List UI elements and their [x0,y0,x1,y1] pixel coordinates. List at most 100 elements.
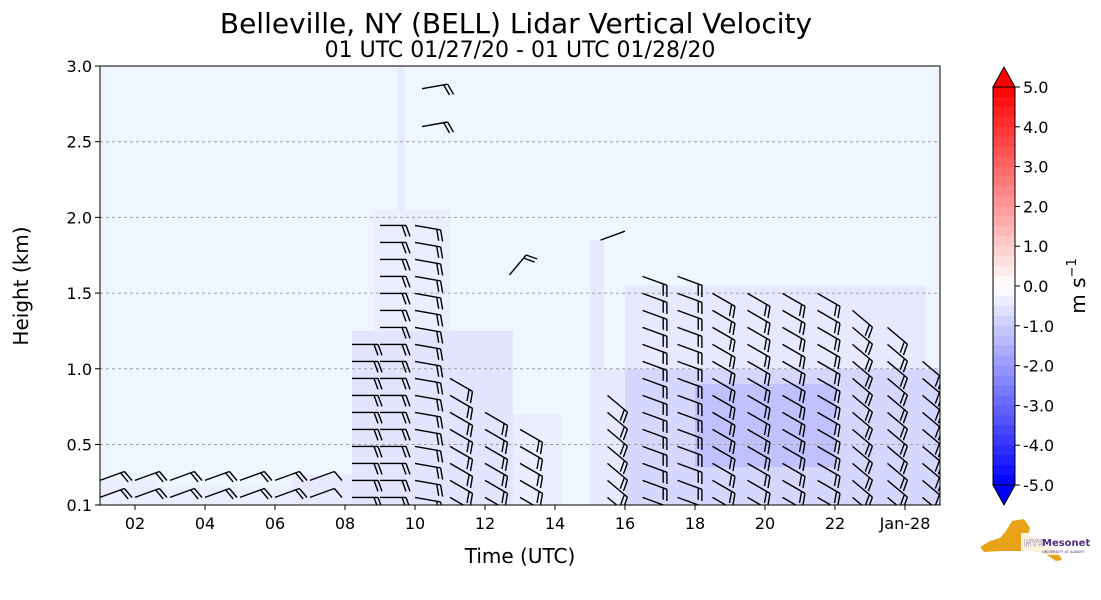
colorbar-label: m s−1 [1065,258,1090,313]
wind-barb [352,411,383,424]
wind-barb [449,496,465,505]
x-tick-label: 02 [125,514,145,533]
wind-barb [782,462,806,489]
wind-barb [887,445,909,475]
colorbar-segment [993,116,1015,128]
x-ticks: 02 04 06 08 10 12 14 16 18 20 22 Jan-28 [125,505,930,533]
colorbar-segment [993,166,1015,178]
wind-barb [782,496,798,505]
colorbar-segment [993,375,1015,387]
wind-barb [747,428,771,455]
colorbar-segment [993,206,1015,217]
wind-barb [100,470,133,483]
colorbar-segment [993,425,1015,436]
wind-barb [380,428,411,441]
wind-barb [274,470,308,483]
wind-barb [852,462,874,492]
colorbar-segment [993,405,1015,416]
colorbar-max-extension [992,65,1016,88]
wind-barb [677,411,703,433]
logo-text-background [1021,533,1079,555]
wind-barb [380,479,411,492]
colorbar-segment [993,415,1015,426]
wind-barb [852,479,874,505]
wind-barb [677,445,703,467]
wind-barb [380,496,410,505]
velocity-region [513,414,562,505]
wind-barb [852,411,874,441]
wind-barb [352,343,383,356]
wind-barb [642,309,668,331]
colorbar-segment [993,355,1015,367]
colorbar-segment [993,96,1015,108]
wind-barb [380,343,411,356]
colorbar-segment [993,236,1015,247]
wind-barb [204,470,238,483]
wind-barb [607,479,629,505]
wind-barb [782,360,806,387]
y-tick-label: 0.1 [67,496,92,515]
colorbar-label-exp: −1 [1065,258,1080,277]
wind-barb [352,445,383,458]
wind-barb [642,360,668,382]
wind-barb [449,445,474,472]
wind-barb [887,428,909,458]
y-tick-label: 1.0 [67,360,92,379]
wind-barb [782,394,806,421]
wind-barb [607,496,618,505]
wind-barb [747,445,771,472]
wind-barb [852,496,863,505]
wind-barb [519,496,535,505]
wind-barb [519,445,544,472]
wind-barb [414,394,444,412]
wind-barb [922,462,940,492]
colorbar-segment [993,315,1015,327]
wind-barb [642,377,668,399]
wind-barb [380,411,411,424]
colorbar-segment [993,106,1015,118]
velocity-region [625,285,926,369]
wind-barb [414,360,444,378]
wind-barb [747,326,771,353]
colorbar-segment [993,286,1015,297]
wind-barb [414,275,444,293]
wind-barb [380,258,411,271]
wind-barb [712,343,736,370]
wind-barb [484,496,500,505]
wind-barb [887,360,909,390]
wind-barb [380,224,411,237]
x-tick-label: 10 [405,514,425,533]
wind-barb [352,496,382,505]
wind-barb [922,360,940,390]
nys-mesonet-logo: NYS Mesonet UNIVERSITY AT ALBANY [980,519,1090,561]
wind-barb [519,479,544,505]
wind-barb [782,309,806,336]
colorbar-segment [993,156,1015,168]
colorbar-tick-label: -4.0 [1023,436,1054,455]
wind-barb [817,292,841,319]
wind-barb [852,309,874,339]
y-tick-label: 0.5 [67,435,92,454]
velocity-regions [100,66,940,505]
velocity-region [352,330,513,505]
wind-barb [852,394,874,424]
wind-barb [642,275,668,297]
wind-barb [922,377,940,407]
y-ticks: 0.1 0.5 1.0 1.5 2.0 2.5 3.0 [67,57,100,515]
velocity-region [590,240,604,505]
colorbar-tick-label: -3.0 [1023,396,1054,415]
wind-barb [642,394,668,416]
colorbar-tick-label: 1.0 [1023,237,1048,256]
wind-barb [817,462,841,489]
wind-barb [712,445,736,472]
wind-barb [352,462,383,475]
wind-barb [677,462,703,484]
wind-barb [712,292,736,319]
colorbar-segment [993,465,1015,476]
wind-barb [817,326,841,353]
wind-barb [414,377,444,395]
colorbar-tick-label: -2.0 [1023,357,1054,376]
wind-barb [134,487,168,500]
wind-barb [380,377,411,390]
